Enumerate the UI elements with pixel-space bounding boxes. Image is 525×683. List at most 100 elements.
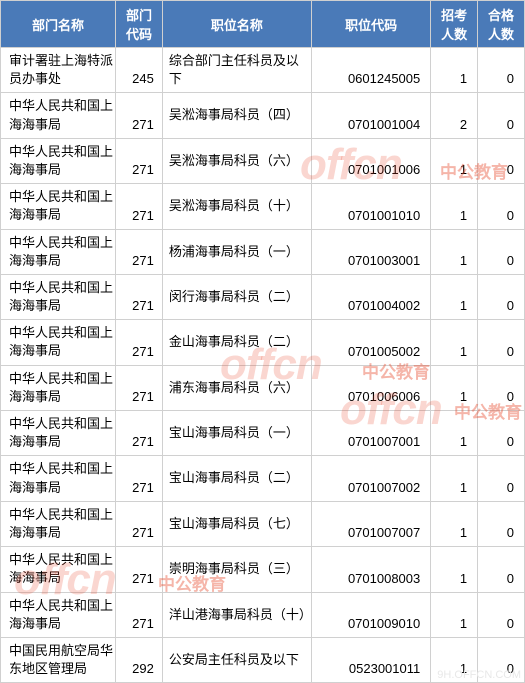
cell-pass: 0 xyxy=(478,138,525,183)
cell-pos-code: 0701005002 xyxy=(311,320,430,365)
cell-pos-name: 宝山海事局科员（二） xyxy=(162,456,311,501)
cell-dept-name: 中华人民共和国上海海事局 xyxy=(1,592,116,637)
cell-dept-name: 中华人民共和国上海海事局 xyxy=(1,411,116,456)
cell-pos-code: 0701007007 xyxy=(311,501,430,546)
cell-pass: 0 xyxy=(478,229,525,274)
cell-pass: 0 xyxy=(478,274,525,319)
cell-pos-code: 0701001004 xyxy=(311,93,430,138)
cell-pos-code: 0701007002 xyxy=(311,456,430,501)
cell-dept-code: 292 xyxy=(116,637,163,682)
cell-pos-name: 洋山港海事局科员（十） xyxy=(162,592,311,637)
cell-recruit: 1 xyxy=(431,547,478,592)
cell-recruit: 1 xyxy=(431,48,478,93)
cell-pass: 0 xyxy=(478,93,525,138)
table-row: 中华人民共和国上海海事局271金山海事局科员（二）070100500210 xyxy=(1,320,525,365)
table-row: 中华人民共和国上海海事局271吴淞海事局科员（四）070100100420 xyxy=(1,93,525,138)
cell-pos-name: 宝山海事局科员（七） xyxy=(162,501,311,546)
cell-dept-code: 271 xyxy=(116,93,163,138)
cell-pos-name: 综合部门主任科员及以下 xyxy=(162,48,311,93)
cell-dept-name: 中国民用航空局华东地区管理局 xyxy=(1,637,116,682)
cell-dept-name: 中华人民共和国上海海事局 xyxy=(1,93,116,138)
cell-dept-code: 271 xyxy=(116,138,163,183)
cell-pos-name: 金山海事局科员（二） xyxy=(162,320,311,365)
cell-recruit: 1 xyxy=(431,274,478,319)
cell-pass: 0 xyxy=(478,501,525,546)
cell-pos-name: 宝山海事局科员（一） xyxy=(162,411,311,456)
cell-dept-code: 271 xyxy=(116,547,163,592)
header-pos-code: 职位代码 xyxy=(311,1,430,48)
cell-pos-code: 0701006006 xyxy=(311,365,430,410)
cell-pass: 0 xyxy=(478,456,525,501)
cell-pos-name: 吴淞海事局科员（十） xyxy=(162,184,311,229)
cell-recruit: 1 xyxy=(431,456,478,501)
cell-pos-code: 0601245005 xyxy=(311,48,430,93)
cell-dept-code: 271 xyxy=(116,592,163,637)
table-body: 审计署驻上海特派员办事处245综合部门主任科员及以下060124500510中华… xyxy=(1,48,525,683)
cell-dept-code: 271 xyxy=(116,320,163,365)
table-row: 中华人民共和国上海海事局271宝山海事局科员（七）070100700710 xyxy=(1,501,525,546)
cell-dept-code: 271 xyxy=(116,184,163,229)
cell-dept-name: 中华人民共和国上海海事局 xyxy=(1,274,116,319)
table-row: 中华人民共和国上海海事局271宝山海事局科员（一）070100700110 xyxy=(1,411,525,456)
cell-pass: 0 xyxy=(478,365,525,410)
table-header-row: 部门名称 部门 代码 职位名称 职位代码 招考 人数 合格 人数 xyxy=(1,1,525,48)
cell-dept-name: 中华人民共和国上海海事局 xyxy=(1,547,116,592)
cell-dept-code: 271 xyxy=(116,229,163,274)
cell-recruit: 2 xyxy=(431,93,478,138)
table-row: 中华人民共和国上海海事局271吴淞海事局科员（十）070100101010 xyxy=(1,184,525,229)
cell-pass: 0 xyxy=(478,48,525,93)
cell-pos-name: 浦东海事局科员（六） xyxy=(162,365,311,410)
cell-pos-code: 0701003001 xyxy=(311,229,430,274)
cell-dept-name: 中华人民共和国上海海事局 xyxy=(1,365,116,410)
cell-recruit: 1 xyxy=(431,411,478,456)
cell-dept-name: 中华人民共和国上海海事局 xyxy=(1,501,116,546)
table-container: 部门名称 部门 代码 职位名称 职位代码 招考 人数 合格 人数 审计署驻上海特… xyxy=(0,0,525,683)
cell-pos-name: 吴淞海事局科员（六） xyxy=(162,138,311,183)
header-dept-code: 部门 代码 xyxy=(116,1,163,48)
cell-recruit: 1 xyxy=(431,229,478,274)
cell-pos-code: 0523001011 xyxy=(311,637,430,682)
table-row: 中华人民共和国上海海事局271闵行海事局科员（二）070100400210 xyxy=(1,274,525,319)
cell-pos-name: 闵行海事局科员（二） xyxy=(162,274,311,319)
table-row: 中华人民共和国上海海事局271吴淞海事局科员（六）070100100610 xyxy=(1,138,525,183)
footer-url: 9H.OFFCN.COM xyxy=(437,669,521,681)
cell-dept-code: 271 xyxy=(116,365,163,410)
cell-dept-name: 中华人民共和国上海海事局 xyxy=(1,138,116,183)
cell-dept-code: 271 xyxy=(116,411,163,456)
cell-dept-code: 245 xyxy=(116,48,163,93)
table-row: 中华人民共和国上海海事局271洋山港海事局科员（十）070100901010 xyxy=(1,592,525,637)
table-row: 中华人民共和国上海海事局271崇明海事局科员（三）070100800310 xyxy=(1,547,525,592)
cell-recruit: 1 xyxy=(431,138,478,183)
cell-pos-name: 吴淞海事局科员（四） xyxy=(162,93,311,138)
cell-pos-code: 0701001006 xyxy=(311,138,430,183)
positions-table: 部门名称 部门 代码 职位名称 职位代码 招考 人数 合格 人数 审计署驻上海特… xyxy=(0,0,525,683)
table-row: 中华人民共和国上海海事局271杨浦海事局科员（一）070100300110 xyxy=(1,229,525,274)
cell-dept-code: 271 xyxy=(116,501,163,546)
cell-pass: 0 xyxy=(478,592,525,637)
cell-recruit: 1 xyxy=(431,184,478,229)
cell-pass: 0 xyxy=(478,547,525,592)
cell-dept-code: 271 xyxy=(116,274,163,319)
cell-dept-name: 中华人民共和国上海海事局 xyxy=(1,229,116,274)
cell-recruit: 1 xyxy=(431,592,478,637)
table-row: 审计署驻上海特派员办事处245综合部门主任科员及以下060124500510 xyxy=(1,48,525,93)
cell-pass: 0 xyxy=(478,320,525,365)
cell-dept-name: 中华人民共和国上海海事局 xyxy=(1,184,116,229)
header-pass: 合格 人数 xyxy=(478,1,525,48)
cell-pass: 0 xyxy=(478,411,525,456)
cell-pos-code: 0701004002 xyxy=(311,274,430,319)
cell-pos-code: 0701007001 xyxy=(311,411,430,456)
cell-pos-code: 0701009010 xyxy=(311,592,430,637)
header-dept-name: 部门名称 xyxy=(1,1,116,48)
cell-recruit: 1 xyxy=(431,365,478,410)
cell-recruit: 1 xyxy=(431,320,478,365)
cell-pos-code: 0701008003 xyxy=(311,547,430,592)
header-recruit: 招考 人数 xyxy=(431,1,478,48)
table-row: 中华人民共和国上海海事局271浦东海事局科员（六）070100600610 xyxy=(1,365,525,410)
cell-recruit: 1 xyxy=(431,501,478,546)
table-row: 中华人民共和国上海海事局271宝山海事局科员（二）070100700210 xyxy=(1,456,525,501)
header-pos-name: 职位名称 xyxy=(162,1,311,48)
cell-pos-name: 崇明海事局科员（三） xyxy=(162,547,311,592)
cell-dept-name: 中华人民共和国上海海事局 xyxy=(1,456,116,501)
cell-pos-name: 公安局主任科员及以下 xyxy=(162,637,311,682)
